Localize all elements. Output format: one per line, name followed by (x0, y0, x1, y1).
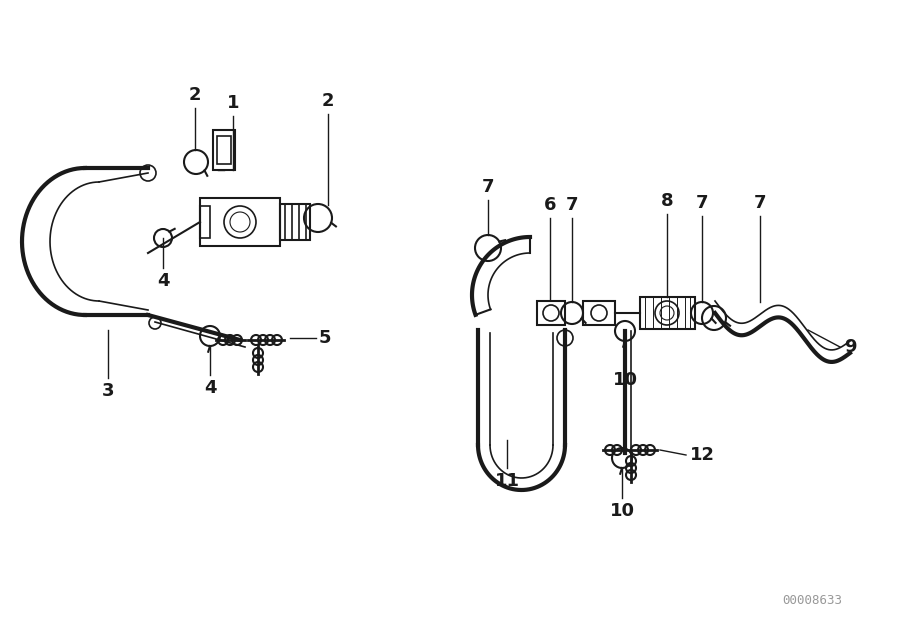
Text: 2: 2 (189, 86, 202, 104)
Text: 6: 6 (544, 196, 556, 214)
Text: 11: 11 (494, 472, 519, 490)
Bar (280, 204, 310, 240)
Bar (537, 301, 565, 325)
Bar (640, 297, 695, 329)
Text: 4: 4 (157, 272, 169, 290)
Text: 12: 12 (690, 446, 715, 464)
Text: 7: 7 (696, 194, 708, 212)
Text: 4: 4 (203, 379, 216, 397)
Text: 7: 7 (566, 196, 578, 214)
Text: 7: 7 (482, 178, 494, 196)
Bar (213, 130, 235, 170)
Text: 1: 1 (227, 94, 239, 112)
Text: 10: 10 (613, 371, 637, 389)
Text: 5: 5 (319, 329, 331, 347)
Bar (200, 198, 280, 246)
Text: 9: 9 (844, 338, 857, 356)
Text: 3: 3 (102, 382, 114, 400)
Text: 7: 7 (754, 194, 766, 212)
Text: 10: 10 (609, 502, 634, 520)
Text: 8: 8 (661, 192, 673, 210)
Bar (583, 301, 615, 325)
Text: 00008633: 00008633 (782, 594, 842, 606)
Bar (200, 206, 210, 238)
Text: 2: 2 (322, 92, 334, 110)
Bar (217, 136, 231, 164)
